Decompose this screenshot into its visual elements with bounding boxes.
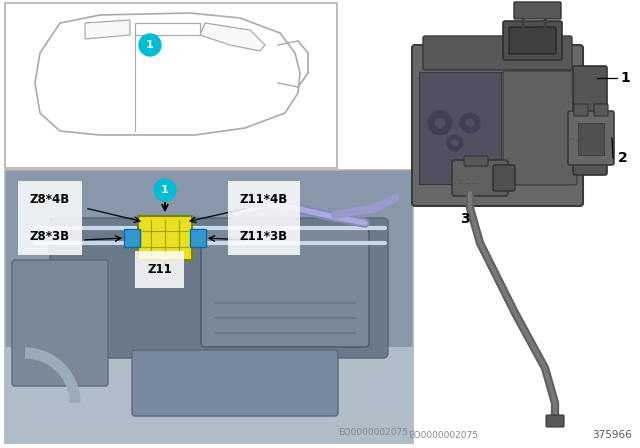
Text: EO0000002075: EO0000002075 — [408, 431, 478, 440]
Text: Z11*4B: Z11*4B — [240, 193, 288, 206]
FancyBboxPatch shape — [493, 165, 515, 191]
FancyBboxPatch shape — [464, 156, 488, 166]
Circle shape — [447, 135, 463, 151]
FancyBboxPatch shape — [201, 229, 369, 347]
Circle shape — [154, 179, 176, 201]
FancyBboxPatch shape — [5, 170, 413, 443]
Text: Z8*3B: Z8*3B — [30, 230, 70, 243]
Text: 1: 1 — [161, 185, 169, 195]
Circle shape — [428, 111, 452, 135]
Text: 1: 1 — [620, 71, 630, 85]
FancyBboxPatch shape — [190, 229, 206, 247]
FancyBboxPatch shape — [419, 72, 501, 184]
FancyBboxPatch shape — [573, 66, 607, 175]
FancyBboxPatch shape — [594, 104, 608, 116]
Circle shape — [460, 113, 480, 133]
Text: Z8*4B: Z8*4B — [30, 193, 70, 206]
FancyBboxPatch shape — [124, 229, 140, 247]
Text: Z11: Z11 — [147, 263, 172, 276]
Circle shape — [139, 34, 161, 56]
FancyBboxPatch shape — [50, 218, 388, 358]
Text: 2: 2 — [618, 151, 628, 165]
FancyBboxPatch shape — [5, 348, 413, 443]
FancyBboxPatch shape — [5, 3, 337, 168]
Polygon shape — [135, 23, 200, 35]
Polygon shape — [200, 23, 265, 51]
FancyBboxPatch shape — [578, 123, 604, 155]
FancyBboxPatch shape — [503, 71, 577, 185]
FancyBboxPatch shape — [509, 27, 556, 54]
Text: 1: 1 — [146, 40, 154, 50]
FancyBboxPatch shape — [574, 104, 588, 116]
FancyBboxPatch shape — [514, 2, 561, 19]
Circle shape — [435, 118, 445, 128]
Text: EO0000002075: EO0000002075 — [338, 428, 408, 437]
FancyBboxPatch shape — [423, 36, 572, 70]
FancyBboxPatch shape — [132, 350, 338, 416]
Text: 375966: 375966 — [592, 430, 632, 440]
Polygon shape — [35, 13, 300, 135]
FancyBboxPatch shape — [452, 160, 508, 196]
Circle shape — [452, 140, 458, 146]
FancyBboxPatch shape — [12, 260, 108, 386]
FancyBboxPatch shape — [138, 216, 192, 260]
FancyBboxPatch shape — [546, 415, 564, 427]
FancyBboxPatch shape — [568, 111, 614, 165]
Text: 3: 3 — [460, 212, 470, 226]
Circle shape — [466, 119, 474, 127]
FancyBboxPatch shape — [503, 21, 562, 60]
FancyBboxPatch shape — [412, 45, 583, 206]
Text: Z11*3B: Z11*3B — [240, 230, 288, 243]
Polygon shape — [85, 20, 130, 39]
